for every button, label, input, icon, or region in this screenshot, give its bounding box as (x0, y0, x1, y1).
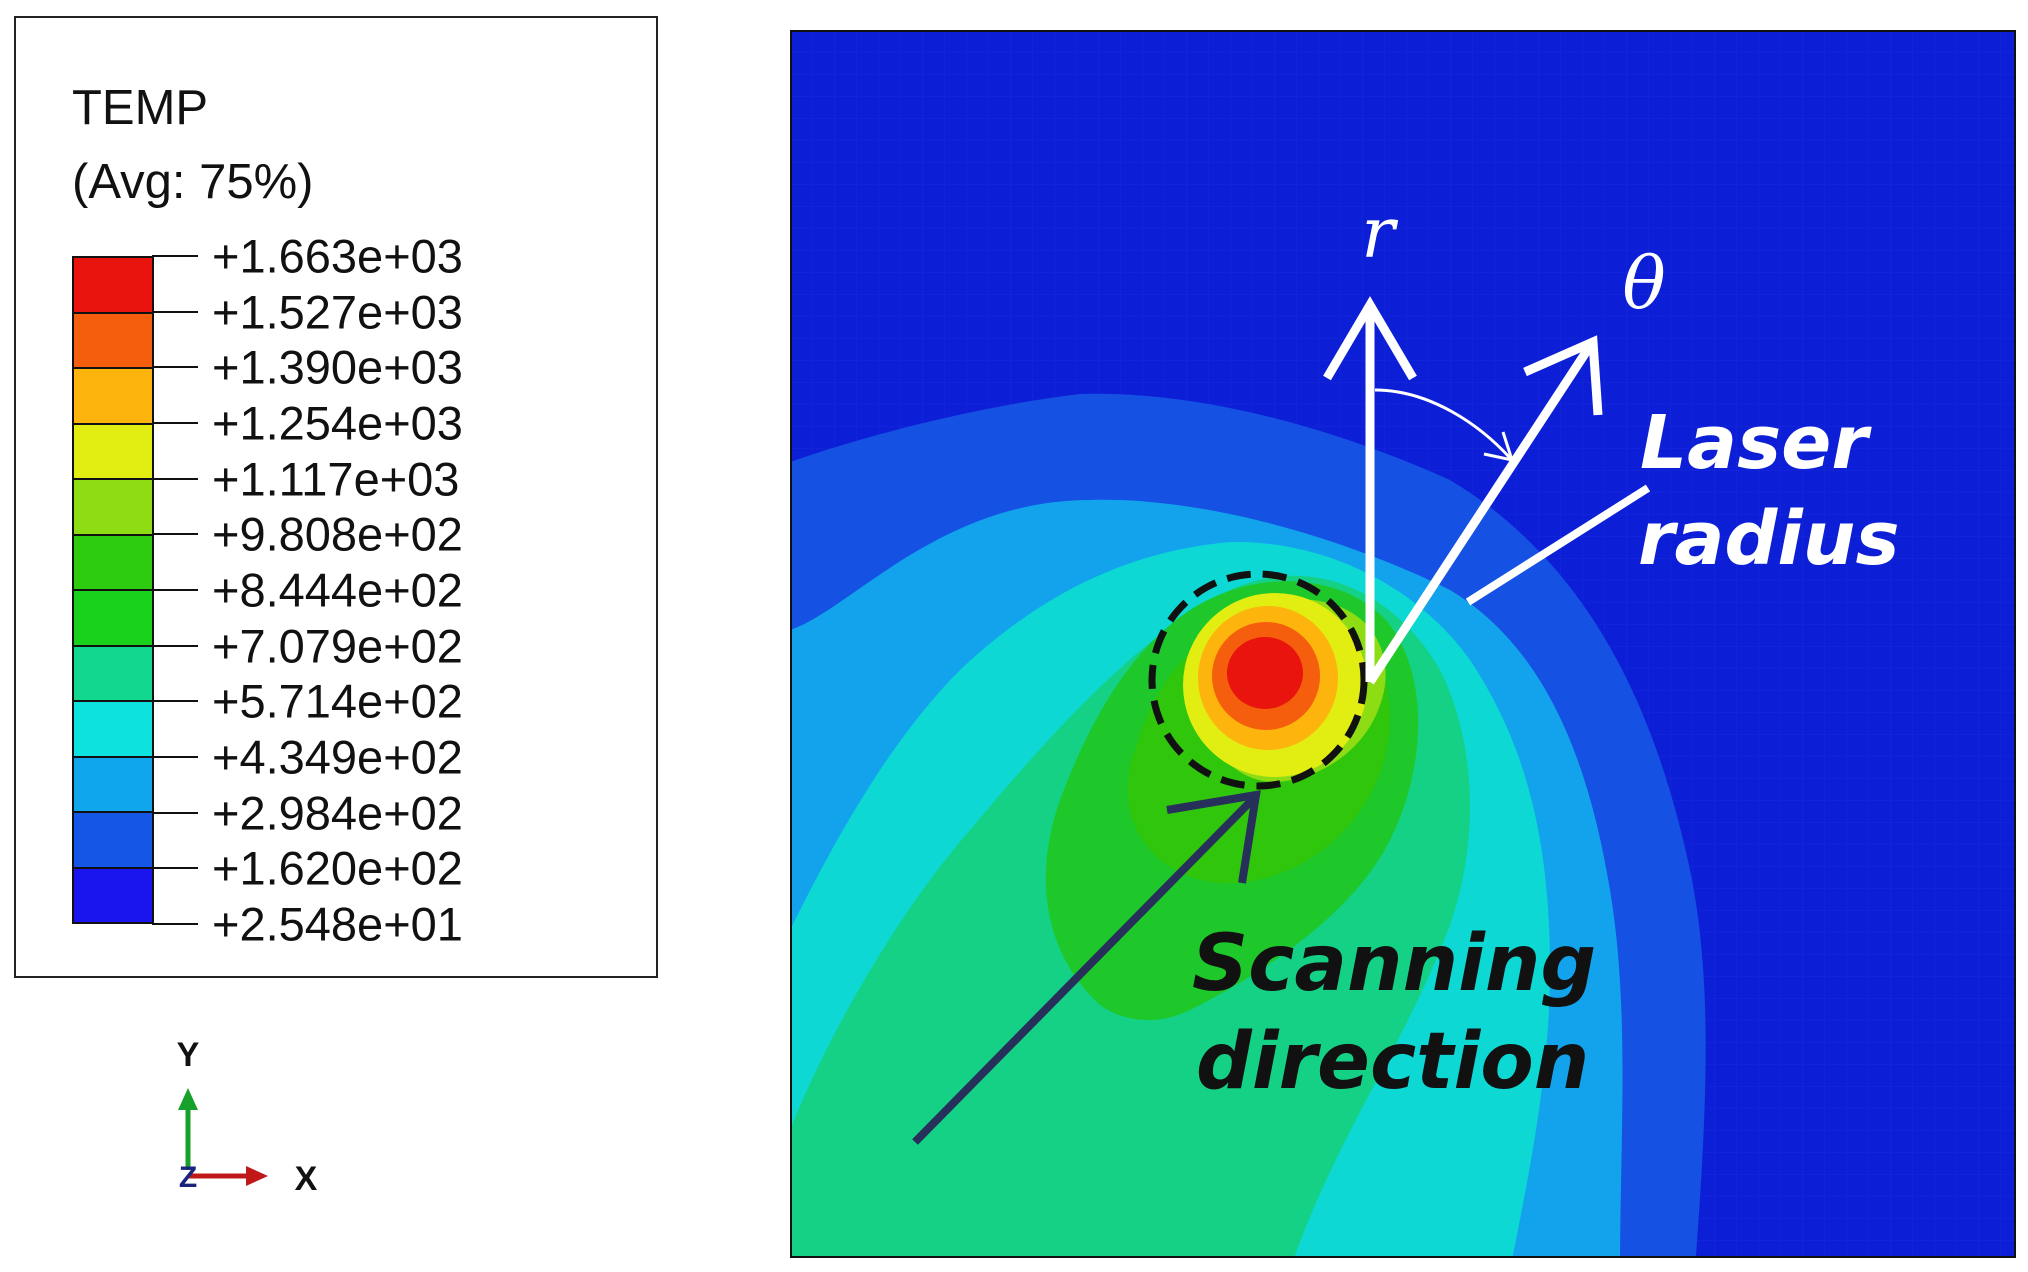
legend-panel: TEMP (Avg: 75%) +1.663e+03 +1.527e+03 +1.3… (14, 16, 658, 978)
laser-radius-circle (1148, 570, 1368, 790)
colorbar-segment (74, 367, 152, 423)
laser-radius-label-line2: radius (1638, 496, 1900, 582)
colorbar-level-label: +4.349e+02 (212, 730, 463, 784)
colorbar-level-label: +7.079e+02 (212, 619, 463, 673)
triad-y-label: Y (177, 1036, 200, 1074)
colorbar-segment (74, 589, 152, 645)
colorbar-tick (152, 366, 198, 369)
theta-symbol-label: θ (1622, 241, 1665, 325)
legend-variable-title: TEMP (72, 81, 209, 135)
colorbar-tick (152, 310, 198, 313)
colorbar-segment (74, 866, 152, 922)
triad-z-label: Z (179, 1161, 197, 1194)
colorbar-level-label: +2.548e+01 (212, 897, 463, 951)
scanning-direction-label-line2: direction (1196, 1017, 1589, 1107)
colorbar (72, 256, 154, 924)
colorbar-tick (152, 255, 198, 257)
colorbar-level-label: +1.117e+03 (212, 452, 460, 506)
angle-arc (1374, 388, 1515, 463)
colorbar-level-label: +1.254e+03 (212, 396, 463, 450)
laser-radius-leader (1465, 484, 1651, 606)
triad-x-label: X (295, 1160, 318, 1198)
temperature-contour-plot: r θ Laser radius Scanning direction (790, 30, 2016, 1258)
colorbar-tick (152, 700, 198, 703)
triad-y-arrowhead (178, 1088, 198, 1110)
legend-averaging-note: (Avg: 75%) (72, 155, 314, 209)
plot-frame (790, 30, 2016, 1258)
colorbar-level-label: +1.620e+02 (212, 841, 463, 895)
colorbar-level-label: +1.527e+03 (212, 285, 463, 339)
laser-radius-label-line1: Laser (1640, 400, 1872, 486)
colorbar-tick (152, 811, 198, 814)
colorbar-segment (74, 533, 152, 589)
colorbar-tick (152, 644, 198, 647)
r-direction-arrow (1323, 296, 1417, 682)
theta-direction-arrow (1366, 335, 1603, 685)
colorbar-tick (152, 533, 198, 536)
colorbar-level-label: +1.390e+03 (212, 340, 463, 394)
triad-x-arrowhead (246, 1166, 268, 1186)
colorbar-segment (74, 258, 152, 312)
scanning-direction-arrow (912, 790, 1261, 1145)
contour-band-1527 (1227, 637, 1303, 709)
scanning-direction-label-line1: Scanning (1192, 919, 1596, 1009)
colorbar-tick (152, 756, 198, 758)
colorbar-tick (152, 867, 198, 870)
colorbar-segment (74, 644, 152, 700)
colorbar-segment (74, 478, 152, 534)
colorbar-level-label: +9.808e+02 (212, 507, 463, 561)
axis-triad: Y Z X (177, 1036, 318, 1198)
colorbar-segment (74, 422, 152, 478)
colorbar-tick (152, 422, 198, 424)
colorbar-level-label: +1.663e+03 (212, 229, 463, 283)
colorbar-tick (152, 477, 198, 480)
colorbar-segment (74, 311, 152, 367)
colorbar-tick (152, 589, 198, 591)
r-symbol-label: r (1361, 192, 1398, 274)
colorbar-level-label: +2.984e+02 (212, 786, 463, 840)
colorbar-segment (74, 700, 152, 756)
colorbar-level-label: +8.444e+02 (212, 563, 463, 617)
colorbar-segment (74, 755, 152, 811)
colorbar-segment (74, 811, 152, 867)
colorbar-tick (152, 923, 198, 925)
colorbar-level-label: +5.714e+02 (212, 674, 463, 728)
